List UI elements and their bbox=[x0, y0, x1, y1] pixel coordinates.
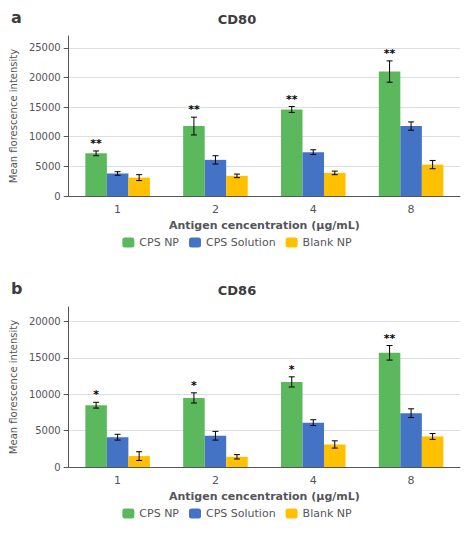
svg-text:CPS NP: CPS NP bbox=[139, 236, 179, 249]
svg-text:Antigen cencentration (μg/mL): Antigen cencentration (μg/mL) bbox=[169, 490, 360, 503]
svg-text:CPS Solution: CPS Solution bbox=[206, 507, 276, 520]
svg-text:0: 0 bbox=[54, 462, 60, 473]
svg-text:1: 1 bbox=[114, 474, 121, 487]
svg-text:10000: 10000 bbox=[29, 389, 61, 400]
svg-text:**: ** bbox=[90, 137, 102, 150]
svg-text:CD80: CD80 bbox=[218, 12, 256, 27]
svg-text:5000: 5000 bbox=[35, 425, 60, 436]
svg-text:8: 8 bbox=[408, 203, 415, 216]
svg-text:Mean florescence intensity: Mean florescence intensity bbox=[8, 49, 19, 183]
svg-text:25000: 25000 bbox=[29, 42, 61, 53]
svg-text:4: 4 bbox=[310, 203, 317, 216]
svg-text:CD86: CD86 bbox=[218, 283, 256, 298]
svg-text:2: 2 bbox=[212, 474, 219, 487]
svg-text:*: * bbox=[93, 388, 99, 401]
svg-text:15000: 15000 bbox=[29, 102, 61, 113]
svg-text:20000: 20000 bbox=[29, 316, 61, 327]
svg-text:2: 2 bbox=[212, 203, 219, 216]
svg-text:*: * bbox=[289, 363, 295, 376]
svg-text:Blank NP: Blank NP bbox=[303, 236, 352, 249]
svg-text:**: ** bbox=[384, 47, 396, 60]
svg-text:1: 1 bbox=[114, 203, 121, 216]
svg-text:15000: 15000 bbox=[29, 352, 61, 363]
svg-text:b: b bbox=[11, 279, 22, 298]
svg-text:0: 0 bbox=[54, 191, 60, 202]
svg-text:20000: 20000 bbox=[29, 72, 61, 83]
svg-text:4: 4 bbox=[310, 474, 317, 487]
svg-text:**: ** bbox=[384, 332, 396, 345]
svg-text:Mean florescence intensity: Mean florescence intensity bbox=[8, 320, 19, 454]
svg-text:Blank NP: Blank NP bbox=[303, 507, 352, 520]
svg-text:8: 8 bbox=[408, 474, 415, 487]
svg-text:*: * bbox=[191, 379, 197, 392]
svg-text:Antigen cencentration (μg/mL): Antigen cencentration (μg/mL) bbox=[169, 219, 360, 232]
svg-text:CPS Solution: CPS Solution bbox=[206, 236, 276, 249]
svg-text:CPS NP: CPS NP bbox=[139, 507, 179, 520]
svg-text:a: a bbox=[11, 8, 22, 27]
svg-text:5000: 5000 bbox=[35, 161, 60, 172]
svg-text:10000: 10000 bbox=[29, 131, 61, 142]
svg-text:**: ** bbox=[286, 93, 298, 106]
svg-text:**: ** bbox=[188, 103, 200, 116]
